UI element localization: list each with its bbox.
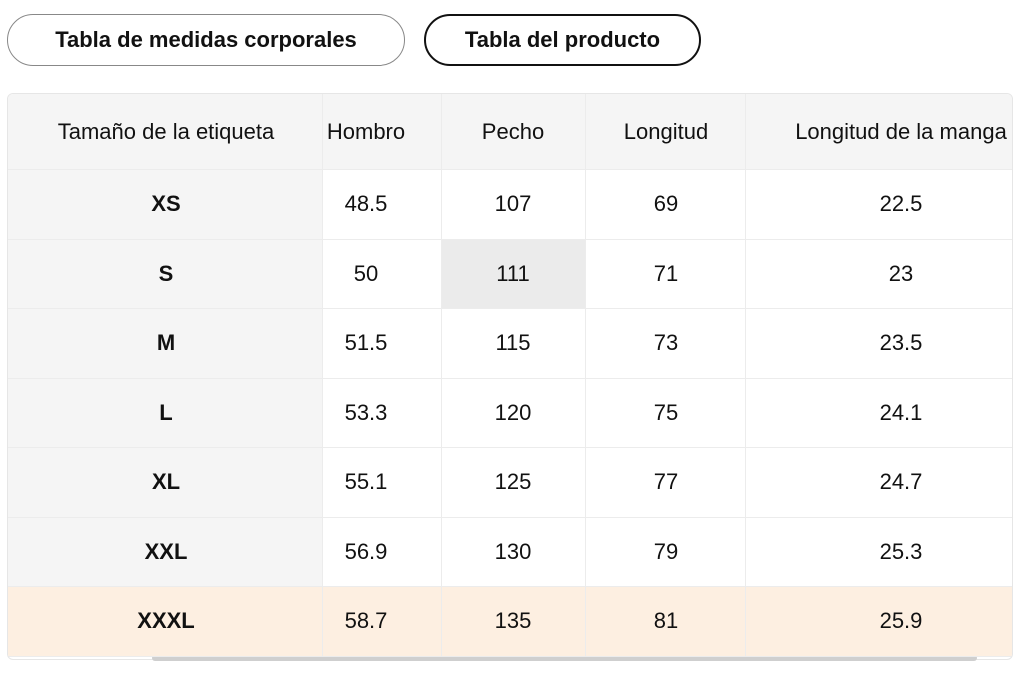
- cell-text: 23.5: [879, 330, 923, 356]
- cell-text: 24.7: [879, 469, 923, 495]
- cell-text: 79: [653, 538, 679, 564]
- table-cell: 58.7: [323, 587, 442, 657]
- cell-text: 75: [653, 399, 679, 425]
- cell-text: 23: [888, 260, 914, 286]
- cell-text: L: [159, 399, 173, 425]
- cell-text: Hombro: [326, 118, 406, 144]
- cell-text: 120: [494, 399, 532, 425]
- cell-text: 107: [494, 191, 532, 217]
- table-cell: 51.5: [323, 309, 442, 379]
- table-cell: 55.1: [323, 448, 442, 518]
- table-cell: 53.3: [323, 378, 442, 448]
- cell-text: 53.3: [344, 399, 388, 425]
- cell-text: XL: [151, 469, 181, 495]
- cell-text: 111: [496, 260, 530, 286]
- cell-text: 22.5: [879, 191, 923, 217]
- table-cell: 73: [586, 309, 746, 379]
- table-cell: XXXL: [8, 587, 323, 657]
- table-cell: 71: [586, 239, 746, 309]
- header-cell: Pecho: [442, 94, 586, 170]
- cell-text: Longitud de la manga: [795, 118, 1007, 144]
- tab-button[interactable]: Tabla de medidas corporales: [7, 14, 405, 66]
- cell-text: Longitud: [623, 118, 709, 144]
- table-cell: S: [8, 239, 323, 309]
- cell-text: XS: [151, 191, 181, 217]
- table-cell: 22.5: [746, 170, 1012, 240]
- tab-button-active[interactable]: Tabla del producto: [424, 14, 701, 66]
- table-cell: XL: [8, 448, 323, 518]
- cell-text: 73: [653, 330, 679, 356]
- cell-text: 130: [494, 538, 532, 564]
- table-cell: 48.5: [323, 170, 442, 240]
- table-cell: 107: [442, 170, 586, 240]
- cell-text: 25.3: [879, 538, 923, 564]
- cell-text: 58.7: [344, 608, 388, 634]
- cell-text: 115: [495, 330, 531, 356]
- cell-text: 71: [653, 260, 679, 286]
- table-cell: 24.1: [746, 378, 1012, 448]
- cell-text: Tamaño de la etiqueta: [57, 118, 275, 144]
- cell-text: XXL: [144, 538, 188, 564]
- header-cell: Hombro: [323, 94, 442, 170]
- table-cell: 25.9: [746, 587, 1012, 657]
- cell-text: M: [156, 330, 176, 356]
- table-cell: 120: [442, 378, 586, 448]
- table-cell: 50: [323, 239, 442, 309]
- cell-text: 135: [494, 608, 532, 634]
- cell-text: 25.9: [879, 608, 923, 634]
- cell-text: 51.5: [344, 330, 388, 356]
- cell-text: Pecho: [481, 118, 545, 144]
- table-cell: 111: [442, 239, 586, 309]
- header-cell: Longitud de la manga: [746, 94, 1012, 170]
- header-cell: Tamaño de la etiqueta: [8, 94, 323, 170]
- table-cell: 79: [586, 517, 746, 587]
- table-cell: 115: [442, 309, 586, 379]
- table-cell: L: [8, 378, 323, 448]
- cell-text: 81: [653, 608, 679, 634]
- table-cell: 77: [586, 448, 746, 518]
- cell-text: 55.1: [344, 469, 388, 495]
- cell-text: 69: [653, 191, 679, 217]
- header-cell: Longitud: [586, 94, 746, 170]
- table-cell: M: [8, 309, 323, 379]
- table-cell: 23.5: [746, 309, 1012, 379]
- table-cell: 23: [746, 239, 1012, 309]
- cell-text: 50: [353, 260, 379, 286]
- size-table: Tamaño de la etiqueta Hombro Pecho Longitud…: [7, 93, 1013, 660]
- cell-text: 125: [494, 469, 532, 495]
- cell-text: 56.9: [344, 538, 388, 564]
- table-cell: 81: [586, 587, 746, 657]
- table-cell: 56.9: [323, 517, 442, 587]
- table-cell: 24.7: [746, 448, 1012, 518]
- cell-text: S: [158, 260, 174, 286]
- cell-text: XXXL: [137, 608, 195, 634]
- table-cell: XS: [8, 170, 323, 240]
- table-cell: XXL: [8, 517, 323, 587]
- scrollbar[interactable]: [152, 655, 977, 661]
- cell-text: 48.5: [344, 191, 388, 217]
- table-cell: 130: [442, 517, 586, 587]
- table-cell: 25.3: [746, 517, 1012, 587]
- table-cell: 125: [442, 448, 586, 518]
- table-cell: 135: [442, 587, 586, 657]
- table-cell: 69: [586, 170, 746, 240]
- cell-text: 24.1: [879, 399, 923, 425]
- cell-text: 77: [653, 469, 679, 495]
- table-cell: 75: [586, 378, 746, 448]
